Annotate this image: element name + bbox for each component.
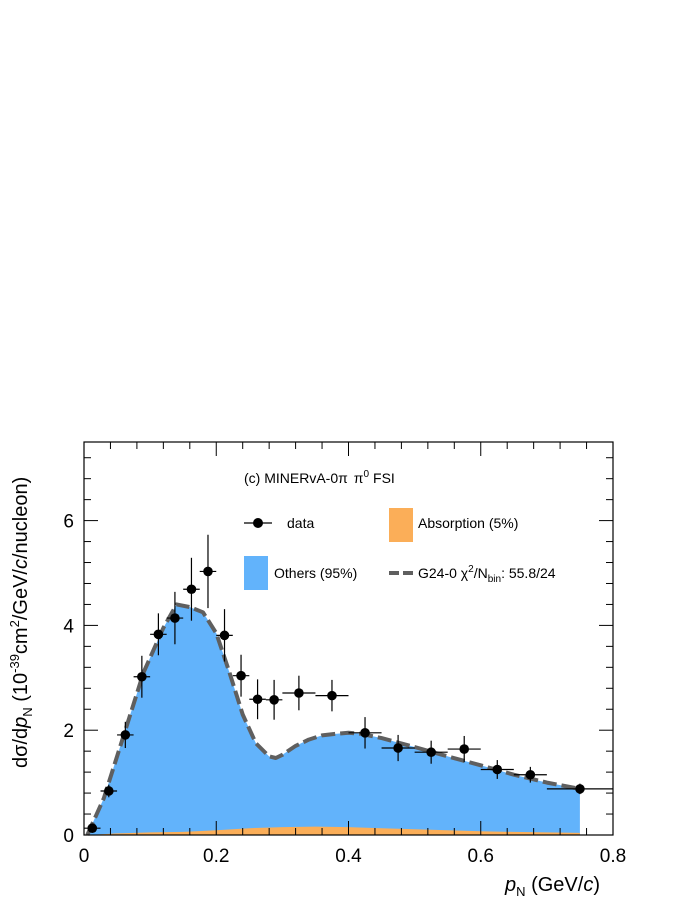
x-tick-label: 0.4: [335, 846, 362, 867]
data-point: [117, 721, 134, 749]
data-point-marker: [87, 823, 98, 833]
data-point-marker: [294, 688, 304, 698]
x-tick-label: 0: [79, 846, 90, 867]
data-point: [480, 760, 514, 779]
plot-title: (c) MINERvA-0π π0 FSI: [244, 469, 395, 486]
data-point-marker: [252, 694, 263, 705]
absorption-fill: [87, 826, 580, 835]
model-curve: [85, 602, 581, 836]
y-tick-label: 0: [63, 826, 74, 847]
data-point: [546, 783, 613, 795]
x-tick-label: 0.2: [203, 846, 229, 867]
data-point-marker: [459, 744, 470, 754]
data-point: [84, 823, 101, 833]
data-point: [315, 679, 349, 712]
stacked-fills: [87, 604, 580, 835]
data-point: [216, 609, 233, 662]
data-point: [282, 675, 316, 711]
others-fill: [87, 604, 580, 835]
data-point: [199, 534, 217, 609]
data-point-marker: [170, 613, 180, 623]
data-point: [249, 679, 266, 720]
legend-data-marker: [253, 518, 263, 528]
x-tick-label: 0.6: [468, 846, 494, 867]
data-point: [447, 735, 481, 763]
data-point-marker: [327, 690, 337, 701]
legend-model-label: G24-0 χ2/Nbin: 55.8/24: [418, 564, 556, 585]
data-point-marker: [186, 584, 197, 595]
data-point-marker: [153, 629, 164, 640]
data-point: [381, 734, 415, 762]
legend: data Absorption (5%) Others (95%) G24-0 …: [244, 508, 556, 590]
y-tick-label: 2: [63, 721, 74, 742]
data-point: [232, 654, 250, 697]
data-point: [133, 655, 151, 698]
data-point-marker: [360, 728, 370, 738]
data-point-marker: [203, 566, 213, 577]
axis-ticks: 0 0.2 0.4 0.6 0.8 0 2 4 6: [63, 442, 626, 867]
y-axis-title: dσ/dpN (10-39cm2/GeV/c/nucleon): [7, 477, 35, 768]
y-tick-label: 4: [63, 616, 74, 637]
data-point: [100, 784, 118, 798]
data-point-marker: [525, 769, 536, 780]
legend-data-label: data: [287, 515, 314, 531]
data-point: [166, 591, 184, 645]
y-tick-label: 6: [63, 512, 74, 533]
data-point: [348, 717, 382, 749]
legend-others-label: Others (95%): [274, 565, 357, 581]
data-point: [183, 557, 200, 621]
data-point-marker: [219, 630, 230, 641]
data-point-marker: [575, 784, 585, 794]
legend-others-swatch: [244, 556, 268, 590]
legend-absorption-swatch: [389, 508, 413, 542]
data-point-marker: [236, 670, 246, 681]
data-point: [150, 613, 167, 656]
x-tick-label: 0.8: [600, 846, 626, 867]
x-axis-title: pN (GeV/c): [504, 874, 600, 899]
model-curve-layer: [85, 602, 581, 836]
data-point: [265, 679, 283, 720]
data-point-marker: [103, 786, 114, 796]
data-point: [414, 740, 448, 764]
data-point-marker: [492, 764, 503, 775]
data-point: [513, 766, 547, 783]
data-point-marker: [426, 747, 436, 758]
data-point-marker: [393, 743, 403, 753]
data-points-layer: [84, 534, 613, 833]
data-point-marker: [120, 730, 131, 740]
legend-absorption-label: Absorption (5%): [418, 515, 518, 531]
data-point-marker: [269, 695, 279, 705]
data-point-marker: [137, 671, 147, 682]
